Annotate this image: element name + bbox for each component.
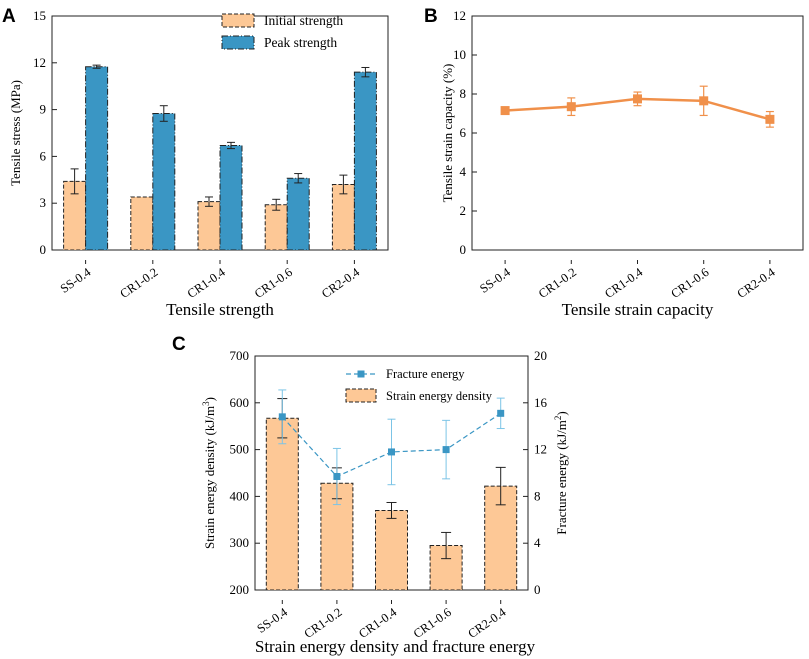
chart-strain-energy: 200 300 400 500 600 700 0 4 8 12 16 20 SS-0.4 CR1-0.2… <box>201 348 569 656</box>
c-legend-line-marker <box>357 370 365 378</box>
a-xtick-label: SS-0.4 <box>58 265 94 296</box>
a-title: Tensile strength <box>166 300 274 319</box>
b-ytick-label: 10 <box>453 47 466 62</box>
c-legend-label-fracture: Fracture energy <box>386 367 465 381</box>
a-bar-initial <box>264 204 288 251</box>
b-xtick-label: CR1-0.6 <box>668 265 711 301</box>
c-ylabel-close: ) <box>202 397 217 401</box>
a-xtick-label: CR1-0.4 <box>185 265 229 301</box>
b-plot-frame <box>471 15 804 251</box>
c-fracture-point <box>333 473 341 481</box>
c-xtick-label: CR2-0.4 <box>465 605 509 641</box>
c-ylabel2-close: ) <box>554 411 569 415</box>
c-y2tick-label: 4 <box>534 535 541 550</box>
b-xtick-label: CR1-0.4 <box>602 265 646 301</box>
c-ylabel: Strain energy density (kJ/m3) <box>201 397 217 549</box>
a-legend-label-0: Initial strength <box>264 13 343 28</box>
a-bar-initial <box>130 196 154 251</box>
a-legend-swatch-0 <box>221 13 255 28</box>
c-ylabel2-sup: 2 <box>553 416 563 421</box>
panel-label-c: C <box>172 334 186 355</box>
c-fracture-point <box>388 448 395 456</box>
c-bar-strain-energy <box>375 509 408 591</box>
c-xtick-label: CR1-0.4 <box>356 605 400 641</box>
c-ylabel2-main: Fracture energy (kJ/m <box>554 420 569 535</box>
b-xtick-label: CR2-0.4 <box>735 265 779 301</box>
chart-tensile-strength: 0 3 6 9 12 15 SS-0.4 CR1-0.2 CR1-0.4 CR1-0.6 CR2-0… <box>8 8 389 319</box>
b-xtick-label: CR1-0.2 <box>536 265 579 301</box>
a-legend-swatch-1 <box>221 35 255 50</box>
c-xtick-label: CR1-0.2 <box>302 605 345 641</box>
c-ylabel2: Fracture energy (kJ/m2) <box>553 411 569 534</box>
c-y2tick-label: 0 <box>534 582 541 597</box>
c-fracture-point <box>278 413 286 421</box>
c-ytick-label: 200 <box>230 582 250 597</box>
b-ytick-label: 8 <box>460 86 467 101</box>
chart-tensile-strain-capacity: 0 2 4 6 8 10 12 SS-0.4 CR1-0.2 CR1-0.4 CR1-0.6 CR2-… <box>440 8 804 319</box>
a-ytick-label: 3 <box>40 195 47 210</box>
b-point <box>633 94 642 104</box>
b-ytick-label: 2 <box>460 203 467 218</box>
panel-label-b: B <box>424 6 438 27</box>
c-legend-label-strain: Strain energy density <box>386 389 493 403</box>
b-ylabel: Tensile strain capacity (%) <box>440 64 455 203</box>
b-ytick-label: 6 <box>460 125 467 140</box>
c-ytick-label: 500 <box>230 442 250 457</box>
a-bar-peak <box>353 71 377 251</box>
b-ytick-label: 0 <box>460 242 467 257</box>
a-bar-peak <box>286 177 310 251</box>
c-ytick-label: 400 <box>230 488 250 503</box>
c-ylabel-main: Strain energy density (kJ/m <box>202 406 217 549</box>
a-bar-peak <box>85 66 109 251</box>
c-xtick-label: CR1-0.6 <box>411 605 454 641</box>
a-ytick-label: 15 <box>33 8 46 23</box>
c-y2tick-label: 12 <box>534 442 547 457</box>
a-xtick-label: CR1-0.6 <box>252 265 295 301</box>
c-ytick-label: 700 <box>230 348 250 363</box>
b-point <box>566 102 576 112</box>
b-ytick-label: 12 <box>453 8 466 23</box>
a-ylabel: Tensile stress (MPa) <box>8 80 23 186</box>
b-point <box>699 96 709 106</box>
a-ytick-label: 12 <box>33 55 46 70</box>
a-ytick-label: 0 <box>40 242 47 257</box>
c-y2tick-label: 20 <box>534 348 547 363</box>
a-ytick-label: 9 <box>40 102 47 117</box>
c-bar-strain-energy <box>320 482 354 591</box>
a-bar-initial <box>197 201 221 251</box>
a-ytick-label: 6 <box>40 148 47 163</box>
b-point <box>500 106 510 116</box>
a-legend-label-1: Peak strength <box>264 35 337 50</box>
c-ytick-label: 600 <box>230 395 250 410</box>
c-title: Strain energy density and fracture energ… <box>255 637 536 656</box>
panel-label-a: A <box>2 6 16 27</box>
c-ytick-label: 300 <box>230 535 250 550</box>
b-ytick-label: 4 <box>460 164 467 179</box>
c-y2tick-label: 16 <box>534 395 548 410</box>
c-fracture-point <box>497 409 505 417</box>
c-legend-bar-swatch <box>345 388 377 403</box>
b-xtick-label: SS-0.4 <box>477 265 513 296</box>
c-bar-strain-energy <box>265 417 299 591</box>
c-xtick-label: SS-0.4 <box>254 605 290 636</box>
a-bar-peak <box>152 113 176 251</box>
c-y2tick-label: 8 <box>534 488 541 503</box>
c-ylabel-sup: 3 <box>201 401 211 406</box>
a-bar-peak <box>219 144 243 251</box>
a-xtick-label: CR1-0.2 <box>117 265 160 301</box>
b-point <box>765 114 775 124</box>
b-title: Tensile strain capacity <box>562 300 714 319</box>
c-fracture-point <box>442 446 450 454</box>
a-xtick-label: CR2-0.4 <box>319 265 363 301</box>
